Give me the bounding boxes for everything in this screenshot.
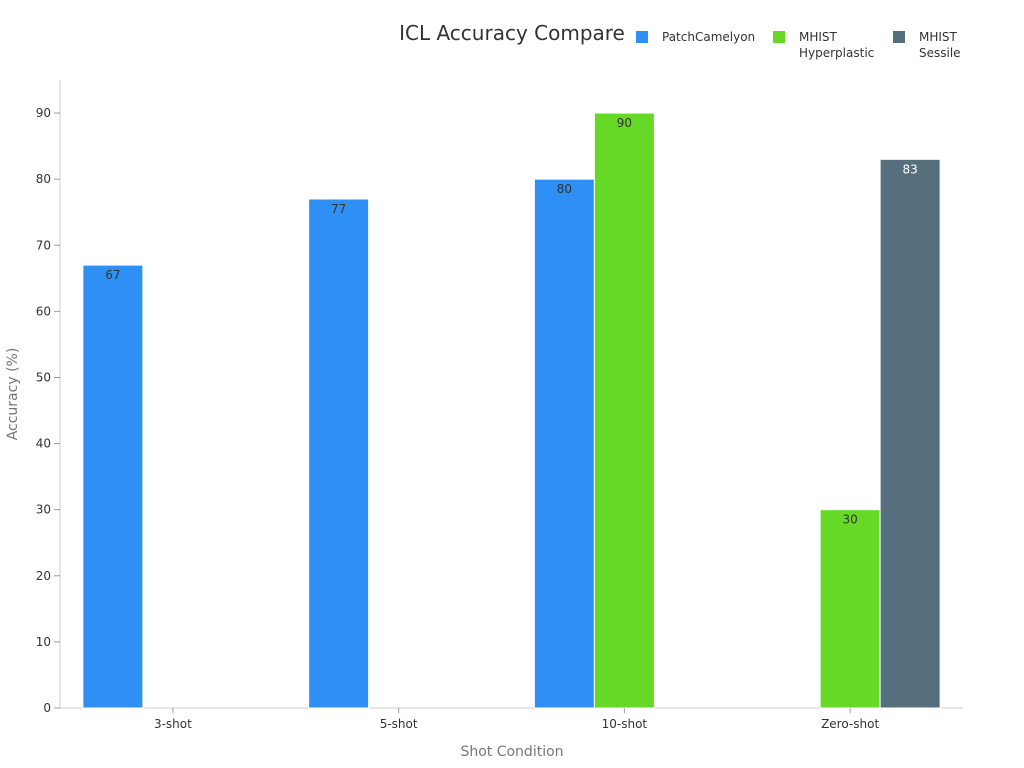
- legend-label: MHIST: [799, 30, 838, 44]
- bar-value-label: 77: [331, 202, 346, 216]
- bar: [533, 178, 595, 709]
- y-axis-title: Accuracy (%): [5, 348, 21, 441]
- y-tick-label: 90: [36, 106, 51, 120]
- legend: PatchCamelyon MHIST Hyperplastic MHIST Sessi…: [636, 30, 961, 60]
- bar-value-label: 30: [842, 513, 857, 527]
- bar: [308, 198, 370, 709]
- legend-label: Sessile: [919, 46, 961, 60]
- y-tick-label: 10: [36, 635, 51, 649]
- x-tick-label: Zero-shot: [821, 717, 879, 731]
- y-tick-label: 40: [36, 437, 51, 451]
- y-tick-label: 30: [36, 503, 51, 517]
- bar: [82, 264, 144, 709]
- x-tick-label: 3-shot: [154, 717, 192, 731]
- x-tick-label: 5-shot: [380, 717, 418, 731]
- legend-swatch: [636, 31, 648, 43]
- legend-swatch: [893, 31, 905, 43]
- bar: [593, 112, 655, 709]
- y-tick-label: 0: [43, 701, 51, 715]
- x-tick-label: 10-shot: [602, 717, 648, 731]
- chart-title: ICL Accuracy Compare: [399, 21, 625, 45]
- y-axis: 0 10 20 30 40 50 60 70 80 90: [36, 80, 61, 715]
- y-tick-label: 50: [36, 370, 51, 384]
- x-axis-title: Shot Condition: [460, 744, 563, 760]
- y-tick-label: 70: [36, 238, 51, 252]
- bar-value-label: 80: [557, 182, 572, 196]
- y-tick-label: 80: [36, 172, 51, 186]
- bar-value-label: 83: [902, 162, 917, 176]
- bars: [82, 112, 941, 709]
- x-axis: 3-shot 5-shot 10-shot Zero-shot: [60, 707, 963, 731]
- bar: [879, 158, 941, 709]
- y-tick-label: 20: [36, 569, 51, 583]
- legend-label: Hyperplastic: [799, 46, 874, 60]
- y-tick-label: 60: [36, 304, 51, 318]
- bar-value-label: 67: [105, 268, 120, 282]
- legend-label: MHIST: [919, 30, 958, 44]
- legend-swatch: [773, 31, 785, 43]
- bar-labels: 67 77 80 90 30 83: [105, 116, 918, 527]
- bar-value-label: 90: [617, 116, 632, 130]
- legend-label: PatchCamelyon: [662, 30, 755, 44]
- bar: [819, 509, 881, 709]
